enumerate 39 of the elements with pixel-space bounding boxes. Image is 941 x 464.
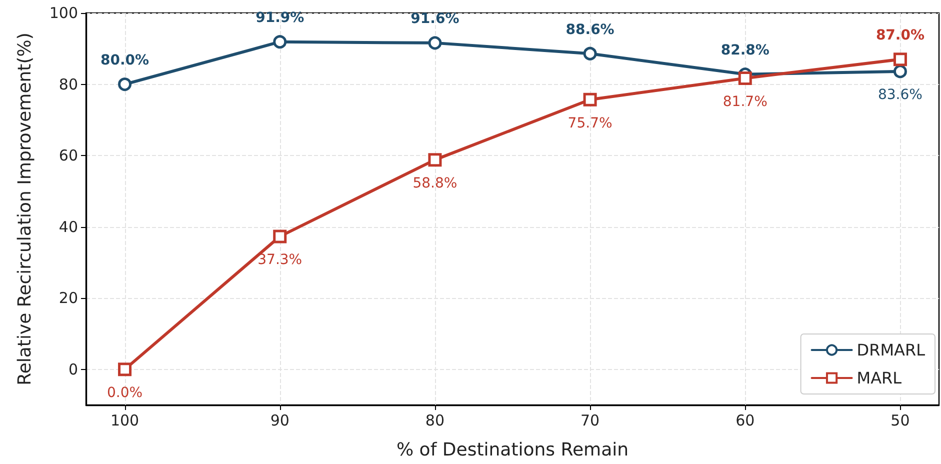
x-tick-label: 70 [580, 412, 600, 430]
data-label: 75.7% [568, 115, 612, 132]
point [428, 153, 442, 167]
data-label: 82.8% [720, 42, 770, 59]
point [893, 52, 907, 66]
point [583, 92, 597, 106]
point [118, 362, 132, 376]
x-tick-label: 60 [736, 412, 755, 430]
y-tick-label: 0 [68, 360, 78, 378]
x-tick-label: 90 [270, 412, 290, 430]
data-label: 91.9% [256, 10, 304, 26]
x-axis-title: % of Destinations Remain [396, 440, 629, 460]
data-label: 0.0% [106, 385, 143, 402]
y-tick-label: 80 [58, 75, 78, 94]
data-label: 80.0% [100, 52, 150, 69]
point [893, 64, 907, 78]
point [583, 46, 597, 60]
data-label: 37.3% [258, 252, 302, 268]
data-label: 88.6% [566, 22, 614, 38]
point [273, 35, 287, 49]
point [273, 230, 287, 244]
data-label: 87.0% [876, 28, 925, 44]
y-tick-label: 60 [58, 146, 78, 165]
data-label: 91.6% [410, 11, 460, 28]
y-tick-label: 20 [58, 289, 78, 308]
x-tick-label: 80 [425, 412, 444, 430]
legend-label: DRMARL [856, 340, 926, 360]
data-label: 83.6% [878, 87, 922, 104]
legend-label: MARL [856, 368, 902, 388]
y-axis-title: Relative Recirculation Improvement(%) [14, 32, 36, 386]
point [738, 71, 752, 85]
x-tick-label: 100 [110, 412, 140, 430]
point [118, 78, 132, 92]
y-tick-label: 100 [49, 4, 78, 22]
point [428, 36, 442, 50]
y-tick-label: 40 [58, 218, 78, 236]
x-tick-label: 50 [890, 412, 910, 430]
data-label: 58.8% [412, 176, 458, 192]
data-label: 81.7% [722, 94, 768, 110]
